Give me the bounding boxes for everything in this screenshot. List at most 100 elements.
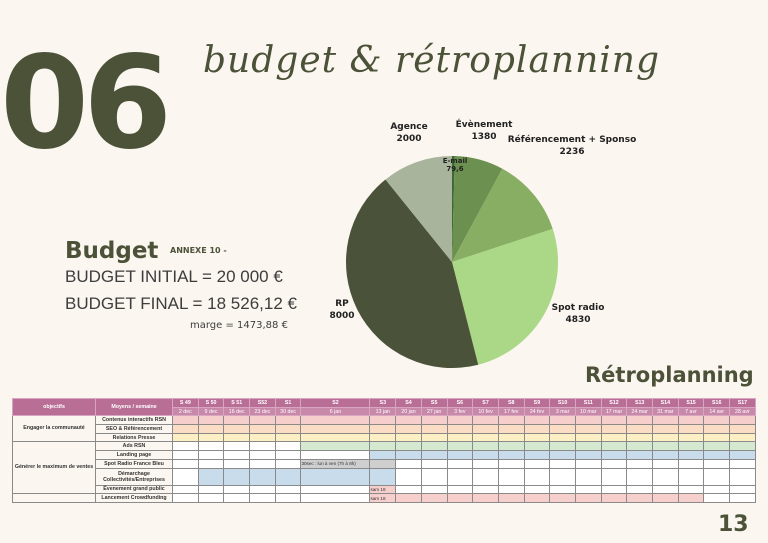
schedule-cell — [523, 441, 551, 452]
schedule-cell — [395, 458, 422, 469]
schedule-cell — [574, 432, 602, 443]
pie-slice-1 — [452, 156, 503, 262]
week-header: S14 — [652, 398, 679, 408]
schedule-cell — [523, 424, 551, 434]
week-date: 3 mar — [549, 406, 576, 417]
schedule-cell — [223, 424, 251, 434]
schedule-cell — [677, 458, 705, 469]
schedule-cell — [652, 432, 679, 443]
schedule-cell — [249, 467, 276, 486]
pie-label-value: 2236 — [559, 147, 585, 157]
table-row: Engager la communauté Contenus interactif… — [12, 415, 756, 443]
week-header: S13 — [626, 398, 653, 408]
budget-final: BUDGET FINAL = 18 526,12 € — [65, 294, 297, 313]
schedule-cell — [395, 493, 422, 503]
schedule-cell — [677, 441, 705, 452]
schedule-cell — [420, 441, 448, 452]
week-date: 28 avr — [729, 406, 756, 417]
schedule-cell — [420, 467, 448, 486]
schedule-cell — [197, 484, 225, 495]
schedule-cell: sam 18 — [369, 493, 397, 503]
moyen-cell: SEO & Référencement — [95, 424, 173, 434]
week-header: S1 — [274, 398, 302, 408]
schedule-cell — [729, 493, 756, 503]
schedule-cell — [369, 415, 397, 426]
schedule-cell — [549, 441, 576, 452]
schedule-cell — [172, 458, 199, 469]
moyen-cell: Landing page — [95, 450, 173, 460]
schedule-cell — [626, 424, 653, 434]
week-header: S 51 — [223, 398, 251, 408]
week-header: S10 — [549, 398, 576, 408]
schedule-cell — [549, 424, 576, 434]
schedule-cell — [249, 424, 276, 434]
week-header: S4 — [395, 398, 422, 408]
schedule-cell — [497, 450, 525, 460]
page-number: 13 — [718, 512, 749, 537]
schedule-cell — [574, 484, 602, 495]
schedule-cell — [549, 493, 576, 503]
moyen-cell: Contenus interactifs RSN — [95, 415, 173, 426]
schedule-cell — [677, 467, 705, 486]
schedule-cell — [497, 458, 525, 469]
schedule-cell — [395, 424, 422, 434]
week-date: 10 mar — [574, 406, 602, 417]
schedule-cell — [652, 493, 679, 503]
schedule-cell — [626, 458, 653, 469]
schedule-cell — [652, 441, 679, 452]
pie-label-name: RP — [335, 299, 349, 309]
schedule-cell — [223, 441, 251, 452]
schedule-cell — [472, 432, 499, 443]
week-date: 7 avr — [677, 406, 705, 417]
schedule-cell — [703, 424, 731, 434]
schedule-cell — [249, 450, 276, 460]
schedule-cell — [446, 432, 474, 443]
schedule-cell — [600, 458, 628, 469]
week-header: S11 — [574, 398, 602, 408]
schedule-cell — [626, 432, 653, 443]
schedule-cell — [395, 415, 422, 426]
schedule-cell — [274, 458, 302, 469]
week-header: S2 — [300, 398, 371, 408]
week-header: S6 — [446, 398, 474, 408]
pie-label: RP 8000 — [329, 298, 354, 322]
week-date: 17 fev — [497, 406, 525, 417]
schedule-cell — [574, 415, 602, 426]
schedule-cell — [600, 467, 628, 486]
schedule-cell — [197, 493, 225, 503]
schedule-cell — [300, 467, 371, 486]
pie-slice-3 — [452, 228, 558, 365]
schedule-cell — [172, 484, 199, 495]
schedule-cell — [420, 450, 448, 460]
pie-label: Spot radio 4830 — [552, 302, 605, 326]
schedule-cell — [223, 458, 251, 469]
schedule-cell — [549, 458, 576, 469]
schedule-cell — [472, 493, 499, 503]
week-date: 13 jan — [369, 406, 397, 417]
schedule-cell — [549, 415, 576, 426]
schedule-cell — [446, 441, 474, 452]
schedule-cell — [223, 415, 251, 426]
schedule-cell — [523, 432, 551, 443]
week-header: S5 — [420, 398, 448, 408]
schedule-cell — [274, 484, 302, 495]
schedule-cell: sam 18 — [369, 484, 397, 495]
week-header: S17 — [729, 398, 756, 408]
schedule-cell — [497, 415, 525, 426]
week-header: S 49 — [172, 398, 199, 408]
schedule-cell — [395, 484, 422, 495]
retroplanning-title: Rétroplanning — [585, 363, 754, 387]
schedule-cell — [472, 424, 499, 434]
week-header: S16 — [703, 398, 731, 408]
schedule-cell — [703, 493, 731, 503]
header-objectifs: objectifs — [12, 397, 96, 417]
section-title: budget & rétroplanning — [203, 40, 661, 81]
week-date: 9 dec — [197, 406, 225, 417]
pie-slice-0 — [452, 156, 455, 262]
schedule-cell — [172, 432, 199, 443]
schedule-cell — [249, 484, 276, 495]
schedule-cell — [446, 424, 474, 434]
schedule-cell — [274, 424, 302, 434]
schedule-cell — [626, 467, 653, 486]
schedule-cell — [729, 458, 756, 469]
